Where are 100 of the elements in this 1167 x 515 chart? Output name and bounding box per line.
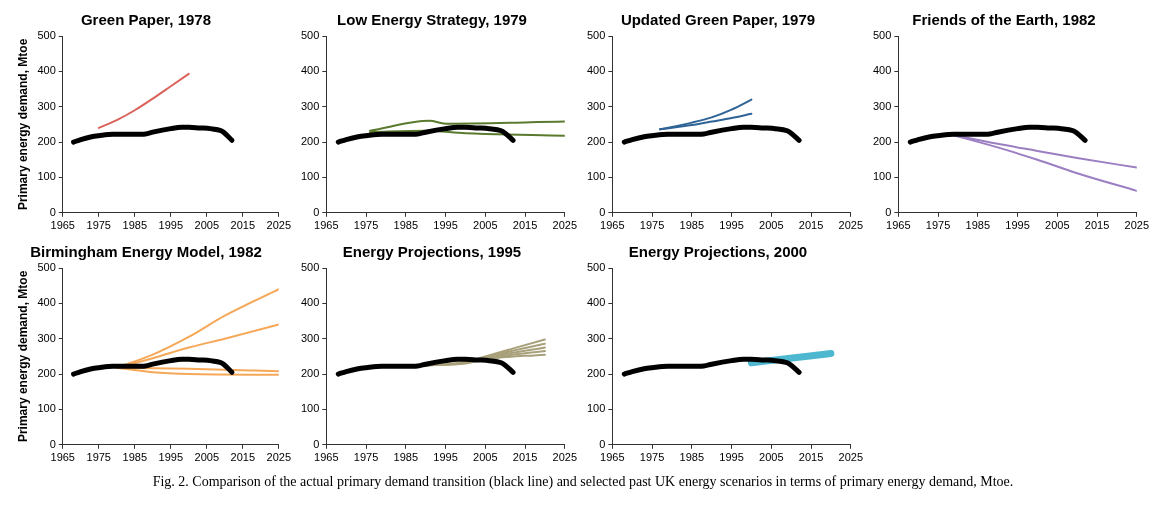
x-tick-label: 1975 xyxy=(639,451,665,464)
x-tick-label: 1985 xyxy=(122,219,147,232)
x-tick-label: 2015 xyxy=(512,219,538,232)
x-tick-label: 2005 xyxy=(473,219,498,232)
x-tick-label: 2025 xyxy=(266,219,292,232)
y-tick-label: 300 xyxy=(37,99,56,112)
x-tick-label: 1995 xyxy=(1005,219,1030,232)
x-tick-label: 1965 xyxy=(50,219,75,232)
y-tick-label: 200 xyxy=(37,135,56,148)
y-tick-label: 0 xyxy=(49,437,56,450)
y-tick-label: 400 xyxy=(872,64,892,77)
x-tick-label: 2025 xyxy=(266,451,292,464)
y-tick-label: 0 xyxy=(599,437,606,450)
chart-title: Green Paper, 1978 xyxy=(80,11,212,29)
y-tick-label: 100 xyxy=(586,402,606,415)
x-tick-label: 1995 xyxy=(719,219,744,232)
x-tick-label: 1995 xyxy=(158,219,183,232)
y-tick-label: 500 xyxy=(586,29,606,42)
y-tick-label: 500 xyxy=(300,261,320,274)
x-tick-label: 2015 xyxy=(512,451,538,464)
x-tick-label: 1965 xyxy=(314,451,339,464)
y-tick-label: 200 xyxy=(300,367,320,380)
x-tick-label: 2025 xyxy=(838,451,864,464)
x-tick-label: 1965 xyxy=(886,219,911,232)
y-tick-label: 100 xyxy=(37,170,56,183)
y-axis-title: Primary energy demand, Mtoe xyxy=(15,270,30,443)
y-axis-title: Primary energy demand, Mtoe xyxy=(15,38,30,211)
x-tick-label: 2025 xyxy=(552,219,578,232)
x-tick-label: 1995 xyxy=(433,219,458,232)
x-tick-label: 1985 xyxy=(122,451,147,464)
y-tick-label: 200 xyxy=(586,135,606,148)
caption: Fig. 2. Comparison of the actual primary demand transition (black line) and selected past UK energy scenarios in terms of primary energy demand, Mtoe. xyxy=(151,474,1015,490)
x-tick-label: 1975 xyxy=(353,219,379,232)
y-tick-label: 200 xyxy=(586,367,606,380)
x-tick-label: 2015 xyxy=(798,219,824,232)
y-tick-label: 400 xyxy=(37,64,56,77)
y-tick-label: 300 xyxy=(586,331,606,344)
x-tick-label: 1965 xyxy=(600,219,625,232)
x-tick-label: 1985 xyxy=(393,451,419,464)
x-tick-label: 2005 xyxy=(194,219,219,232)
y-tick-label: 300 xyxy=(37,331,56,344)
x-tick-label: 2015 xyxy=(230,219,255,232)
x-tick-label: 2025 xyxy=(1124,219,1150,232)
y-tick-label: 0 xyxy=(313,437,320,450)
y-tick-label: 0 xyxy=(599,205,606,218)
x-tick-label: 1965 xyxy=(314,219,339,232)
y-tick-label: 300 xyxy=(586,99,606,112)
y-tick-label: 100 xyxy=(586,170,606,183)
x-tick-label: 2005 xyxy=(759,219,784,232)
x-tick-label: 1985 xyxy=(393,219,419,232)
y-tick-label: 200 xyxy=(300,135,320,148)
x-tick-label: 2025 xyxy=(552,451,578,464)
y-tick-label: 0 xyxy=(885,205,892,218)
y-tick-label: 300 xyxy=(872,99,892,112)
y-tick-label: 400 xyxy=(586,64,606,77)
x-tick-label: 2005 xyxy=(194,451,219,464)
y-tick-label: 500 xyxy=(586,261,606,274)
x-tick-label: 2005 xyxy=(473,451,498,464)
x-tick-label: 2015 xyxy=(230,451,255,464)
x-tick-label: 1985 xyxy=(679,219,705,232)
x-tick-label: 1975 xyxy=(86,451,111,464)
y-tick-label: 400 xyxy=(586,296,606,309)
x-tick-label: 1975 xyxy=(353,451,379,464)
y-tick-label: 300 xyxy=(300,99,320,112)
y-tick-label: 500 xyxy=(872,29,892,42)
x-tick-label: 1975 xyxy=(86,219,111,232)
x-tick-label: 2005 xyxy=(1045,219,1070,232)
chart-title: Updated Green Paper, 1979 xyxy=(620,11,816,29)
x-tick-label: 1975 xyxy=(925,219,951,232)
x-tick-label: 1995 xyxy=(719,451,744,464)
y-tick-label: 100 xyxy=(300,402,320,415)
y-tick-label: 500 xyxy=(300,29,320,42)
y-tick-label: 0 xyxy=(313,205,320,218)
y-tick-label: 100 xyxy=(872,170,892,183)
chart-title: Friends of the Earth, 1982 xyxy=(912,11,1096,29)
y-tick-label: 0 xyxy=(49,205,56,218)
x-tick-label: 1965 xyxy=(50,451,75,464)
x-tick-label: 2025 xyxy=(838,219,864,232)
y-tick-label: 200 xyxy=(872,135,892,148)
chart-title: Birmingham Energy Model, 1982 xyxy=(30,243,262,261)
x-tick-label: 1985 xyxy=(679,451,705,464)
y-tick-label: 500 xyxy=(37,261,56,274)
x-tick-label: 2015 xyxy=(798,451,824,464)
y-tick-label: 400 xyxy=(37,296,56,309)
y-tick-label: 100 xyxy=(300,170,320,183)
y-tick-label: 400 xyxy=(300,64,320,77)
x-tick-label: 1995 xyxy=(433,451,458,464)
x-tick-label: 1975 xyxy=(639,219,665,232)
x-tick-label: 1995 xyxy=(158,451,183,464)
y-tick-label: 400 xyxy=(300,296,320,309)
x-tick-label: 1985 xyxy=(965,219,991,232)
y-tick-label: 500 xyxy=(37,29,56,42)
x-tick-label: 1965 xyxy=(600,451,625,464)
x-tick-label: 2015 xyxy=(1084,219,1110,232)
y-tick-label: 300 xyxy=(300,331,320,344)
chart-title: Energy Projections, 2000 xyxy=(628,243,808,261)
y-tick-label: 200 xyxy=(37,367,56,380)
y-tick-label: 100 xyxy=(37,402,56,415)
chart-title: Low Energy Strategy, 1979 xyxy=(337,11,527,29)
x-tick-label: 2005 xyxy=(759,451,784,464)
